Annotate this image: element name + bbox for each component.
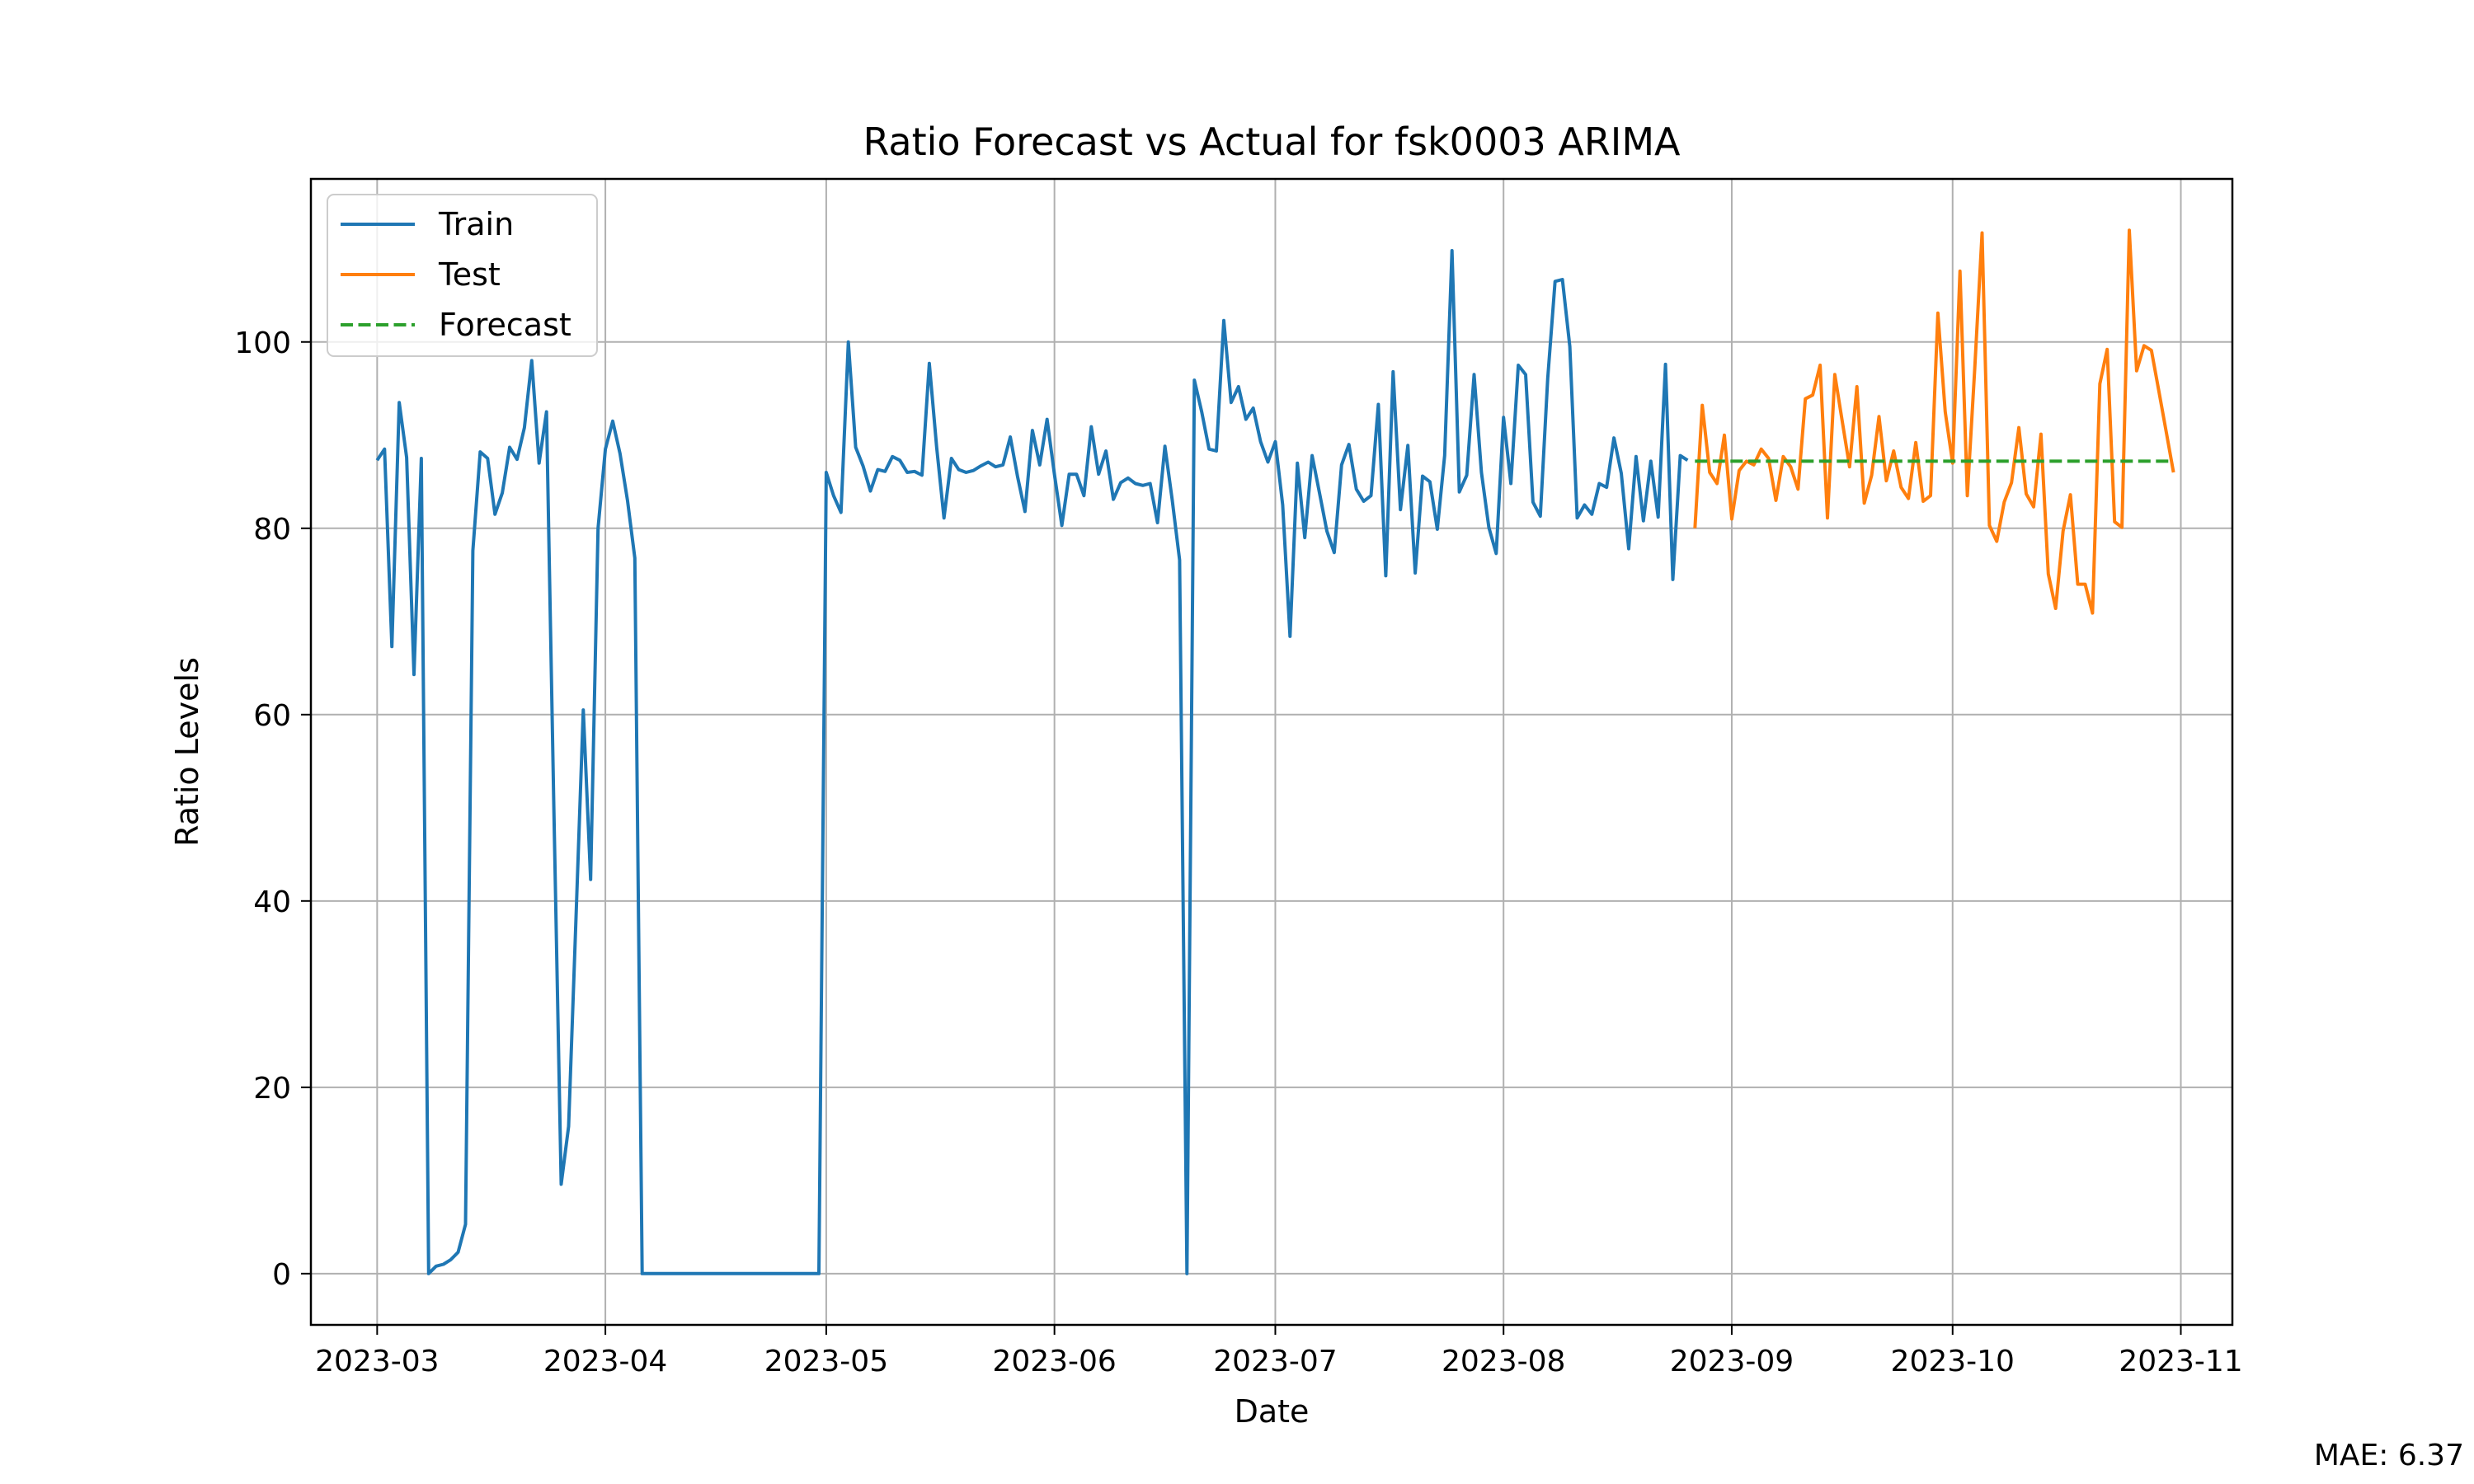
plot-frame (309, 177, 2234, 1327)
mae-annotation: MAE: 6.37 (2313, 1439, 2464, 1472)
x-tick-label: 2023-05 (764, 1345, 888, 1378)
x-tick-label: 2023-09 (1670, 1345, 1794, 1378)
y-tick-label: 100 (234, 326, 291, 360)
series-line-test (1693, 228, 2175, 615)
legend-label-test: Test (438, 256, 501, 293)
series-layer (375, 228, 2175, 1275)
x-tick-label: 2023-03 (315, 1345, 439, 1378)
series-line-train (375, 249, 1689, 1275)
grid-lines (311, 179, 2232, 1325)
x-tick-label: 2023-10 (1891, 1345, 2015, 1378)
x-tick-label: 2023-06 (992, 1345, 1116, 1378)
x-tick-label: 2023-08 (1442, 1345, 1565, 1378)
legend-label-train: Train (438, 206, 514, 242)
y-tick-label: 0 (272, 1258, 291, 1292)
chart-title: Ratio Forecast vs Actual for fsk0003 ARI… (863, 120, 1681, 164)
y-tick-label: 60 (253, 699, 291, 733)
legend-box (327, 194, 598, 357)
x-tick-label: 2023-07 (1213, 1345, 1337, 1378)
y-axis-ticks: 0 20 40 60 80 100 (234, 326, 311, 1292)
y-tick-label: 80 (253, 513, 291, 547)
x-axis-ticks: 2023-03 2023-04 2023-05 2023-06 2023-07 2023-… (315, 1325, 2243, 1378)
x-tick-label: 2023-04 (543, 1345, 667, 1378)
x-tick-label: 2023-11 (2119, 1345, 2242, 1378)
y-tick-label: 20 (253, 1072, 291, 1106)
x-axis-label: Date (1235, 1393, 1310, 1430)
legend: Train Test Forecast (327, 194, 598, 357)
y-tick-label: 40 (253, 885, 291, 919)
y-axis-label: Ratio Levels (169, 657, 205, 847)
legend-label-forecast: Forecast (439, 307, 571, 343)
